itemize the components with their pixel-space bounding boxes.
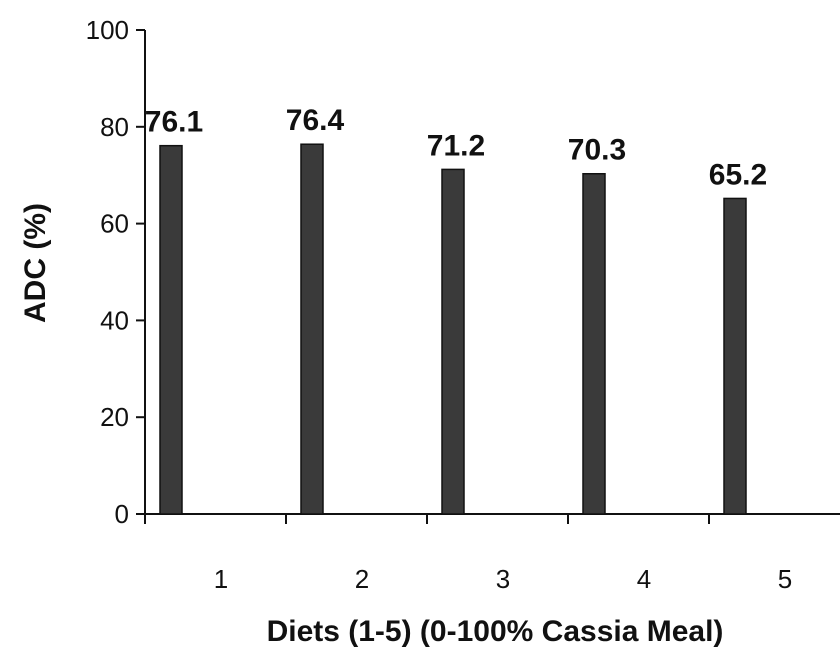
y-tick-label: 80 [100,112,129,142]
bar [441,168,465,515]
x-tick-label: 2 [355,564,369,594]
y-tick-label: 60 [100,209,129,239]
y-tick-label: 20 [100,402,129,432]
data-label: 76.4 [286,104,345,137]
y-axis-title: ADC (%) [19,203,52,323]
x-tick-label: 3 [496,564,510,594]
data-labels: 76.1 76.4 71.2 70.3 65.2 [145,104,767,191]
bar [582,172,606,515]
data-label: 76.1 [145,106,203,139]
x-axis-title: Diets (1-5) (0-100% Cassia Meal) [267,615,724,648]
y-tick-label: 0 [115,499,129,529]
x-axis: 1 2 3 4 5 [144,513,840,594]
bar [723,197,747,515]
bars [159,143,747,515]
x-tick-label: 1 [214,564,228,594]
data-label: 70.3 [568,134,626,167]
y-axis: 0 20 40 60 80 100 [86,15,146,529]
bar [159,144,183,515]
x-tick-label: 5 [778,564,792,594]
bar [300,143,324,515]
y-tick-label: 40 [100,305,129,335]
data-label: 71.2 [427,129,485,162]
x-tick-label: 4 [637,564,651,594]
data-label: 65.2 [709,158,767,191]
y-tick-label: 100 [86,15,129,45]
